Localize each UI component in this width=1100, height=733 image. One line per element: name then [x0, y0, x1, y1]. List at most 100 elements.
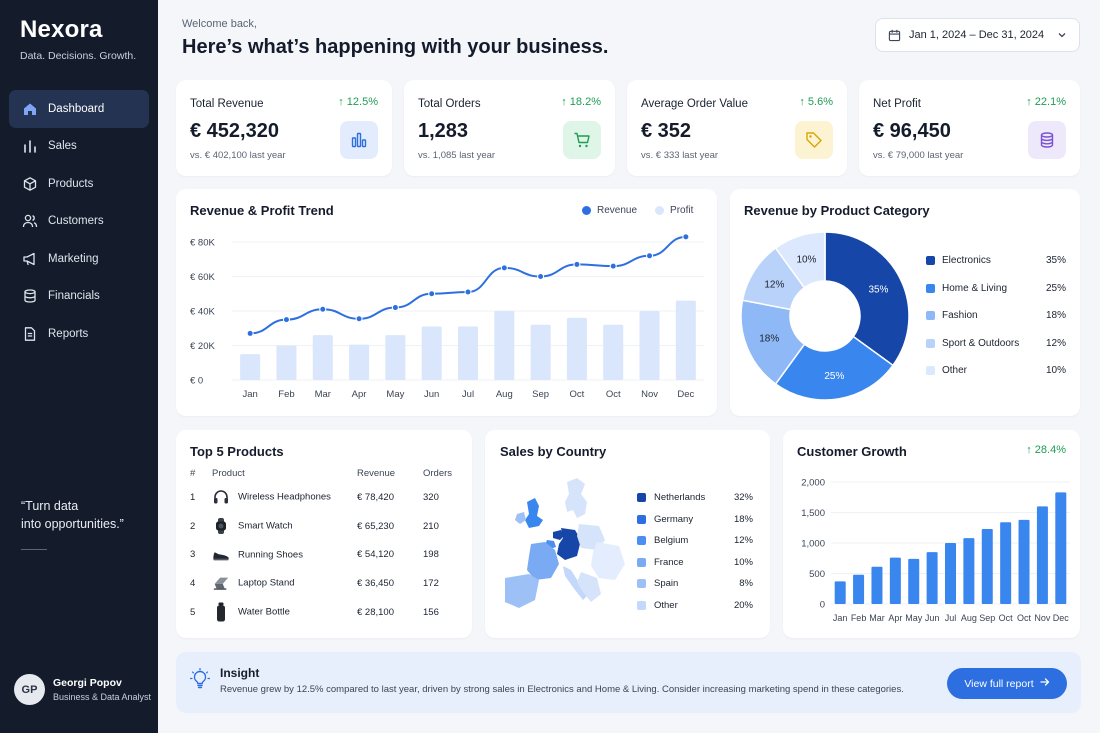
x-tick-label: Apr — [888, 613, 902, 623]
sidebar-item-sales[interactable]: Sales — [9, 128, 149, 166]
growth-bar — [1055, 492, 1067, 604]
avatar[interactable]: GP — [14, 674, 45, 705]
table-row[interactable]: 1 Wireless Headphones € 78,420 320 — [190, 483, 466, 512]
profit-bar — [494, 311, 515, 380]
kpi-delta: ↑ 12.5% — [338, 96, 378, 108]
kpi-value: 1,283 — [418, 120, 469, 142]
kpi-label: Net Profit — [873, 98, 921, 110]
sidebar-item-marketing[interactable]: Marketing — [9, 240, 149, 278]
kpi-card-total-orders[interactable]: Total Orders ↑ 18.2% 1,283 vs. 1,085 las… — [404, 80, 615, 176]
legend-label: Other — [942, 365, 968, 377]
legend-value: 8% — [739, 578, 753, 590]
sidebar: Nexora Data. Decisions. Growth. Dashboar… — [0, 0, 158, 733]
profit-bar — [566, 317, 587, 380]
customer-growth-card: Customer Growth ↑ 28.4% 0 500 1,000 1,500 2,… — [783, 430, 1080, 638]
legend-item: Fashion 18% — [926, 302, 1066, 330]
sidebar-item-products[interactable]: Products — [9, 165, 149, 203]
sidebar-item-reports[interactable]: Reports — [9, 315, 149, 353]
brand-logo[interactable]: Nexora — [20, 16, 103, 43]
table-row[interactable]: 5 Water Bottle € 28,100 156 — [190, 598, 466, 627]
legend-swatch — [926, 256, 935, 266]
sidebar-item-financials[interactable]: Financials — [9, 278, 149, 316]
x-tick-label: Feb — [278, 389, 294, 400]
x-tick-label: Nov — [641, 389, 658, 400]
product-cell: Water Bottle — [212, 598, 357, 627]
growth-bar — [889, 557, 901, 604]
report-icon — [21, 325, 39, 343]
kpi-card-total-revenue[interactable]: Total Revenue ↑ 12.5% € 452,320 vs. € 40… — [176, 80, 392, 176]
column-header: # — [190, 468, 196, 479]
revenue-profit-chart: € 0 € 20K € 40K € 60K € 80K Jan Feb Mar Apr May Ju… — [190, 233, 704, 400]
sidebar-item-customers[interactable]: Customers — [9, 203, 149, 241]
card-title: Top 5 Products — [190, 444, 284, 459]
column-header: Revenue — [357, 468, 396, 479]
database-icon — [1028, 121, 1066, 159]
chart-legend: Revenue Profit — [582, 205, 693, 216]
legend-swatch — [637, 600, 646, 610]
kpi-delta: ↑ 22.1% — [1026, 96, 1066, 108]
page-title: Here’s what’s happening with your busine… — [182, 36, 609, 58]
legend-value: 18% — [1045, 310, 1066, 322]
column-header: Product — [212, 468, 245, 479]
legend-label: Spain — [654, 578, 679, 590]
profit-bar — [530, 324, 551, 380]
legend-value: 32% — [733, 492, 753, 504]
kpi-card-net-profit[interactable]: Net Profit ↑ 22.1% € 96,450 vs. € 79,000… — [859, 80, 1080, 176]
table-row[interactable]: 4 Laptop Stand € 36,450 172 — [190, 569, 466, 598]
watch-icon — [212, 517, 230, 535]
date-range-label: Jan 1, 2024 – Dec 31, 2024 — [909, 29, 1045, 41]
headphones-icon — [212, 488, 230, 506]
x-tick-label: Oct — [606, 389, 621, 400]
top-products-table: # Product Revenue Orders 1 Wireless Head… — [190, 468, 466, 626]
sidebar-quote: “Turn data into opportunities.” — [21, 497, 124, 533]
sidebar-item-label: Financials — [48, 290, 100, 303]
revenue-point — [573, 260, 581, 268]
column-header: Orders — [423, 468, 453, 479]
kpi-label: Total Revenue — [190, 98, 264, 110]
revenue-profit-trend-card: Revenue & Profit Trend Revenue Profit € … — [176, 189, 717, 416]
revenue-point — [246, 329, 254, 337]
kpi-comparison: vs. € 402,100 last year — [190, 150, 286, 161]
growth-bar — [908, 558, 920, 604]
product-cell: Laptop Stand — [212, 569, 357, 598]
quote-line-2: into opportunities.” — [21, 517, 124, 531]
top-products-card: Top 5 Products # Product Revenue Orders … — [176, 430, 472, 638]
orders-cell: 156 — [423, 606, 439, 618]
y-tick-label: 500 — [809, 569, 825, 580]
quote-line-1: “Turn data — [21, 499, 79, 513]
user-role: Business & Data Analyst — [53, 692, 152, 702]
legend-item: Belgium 12% — [637, 530, 753, 552]
rank-cell: 4 — [190, 577, 196, 589]
slice-label: 18% — [759, 334, 779, 345]
legend-swatch — [926, 366, 935, 376]
user-profile[interactable]: GP Georgi Popov Business & Data Analyst — [14, 674, 151, 705]
sidebar-item-dashboard[interactable]: Dashboard — [9, 90, 149, 128]
kpi-delta: ↑ 5.6% — [799, 96, 833, 108]
legend-swatch — [637, 557, 646, 567]
kpi-card-average-order-value[interactable]: Average Order Value ↑ 5.6% € 352 vs. € 3… — [627, 80, 847, 176]
revenue-point — [500, 264, 508, 272]
table-row[interactable]: 2 Smart Watch € 65,230 210 — [190, 512, 466, 541]
legend-label: Other — [654, 599, 678, 611]
cart-icon — [563, 121, 601, 159]
date-range-picker[interactable]: Jan 1, 2024 – Dec 31, 2024 — [875, 18, 1080, 52]
x-tick-label: Dec — [1053, 613, 1070, 623]
product-name: Laptop Stand — [238, 577, 295, 589]
product-cell: Wireless Headphones — [212, 483, 357, 512]
orders-cell: 198 — [423, 549, 439, 561]
profit-bar — [276, 345, 297, 380]
map-region-spain — [505, 574, 539, 608]
map-region-italy — [563, 566, 587, 600]
revenue-point — [537, 273, 545, 280]
x-tick-label: Oct — [1017, 613, 1032, 623]
map-region-germany — [557, 528, 581, 560]
map-region-france — [527, 542, 559, 580]
table-row[interactable]: 3 Running Shoes € 54,120 198 — [190, 540, 466, 569]
slice-label: 10% — [796, 254, 816, 265]
kpi-value: € 352 — [641, 120, 692, 142]
legend-value: 10% — [733, 556, 753, 568]
view-full-report-button[interactable]: View full report — [947, 668, 1067, 699]
kpi-comparison: vs. € 333 last year — [641, 150, 719, 161]
button-label: View full report — [964, 677, 1034, 690]
users-icon — [21, 212, 39, 230]
